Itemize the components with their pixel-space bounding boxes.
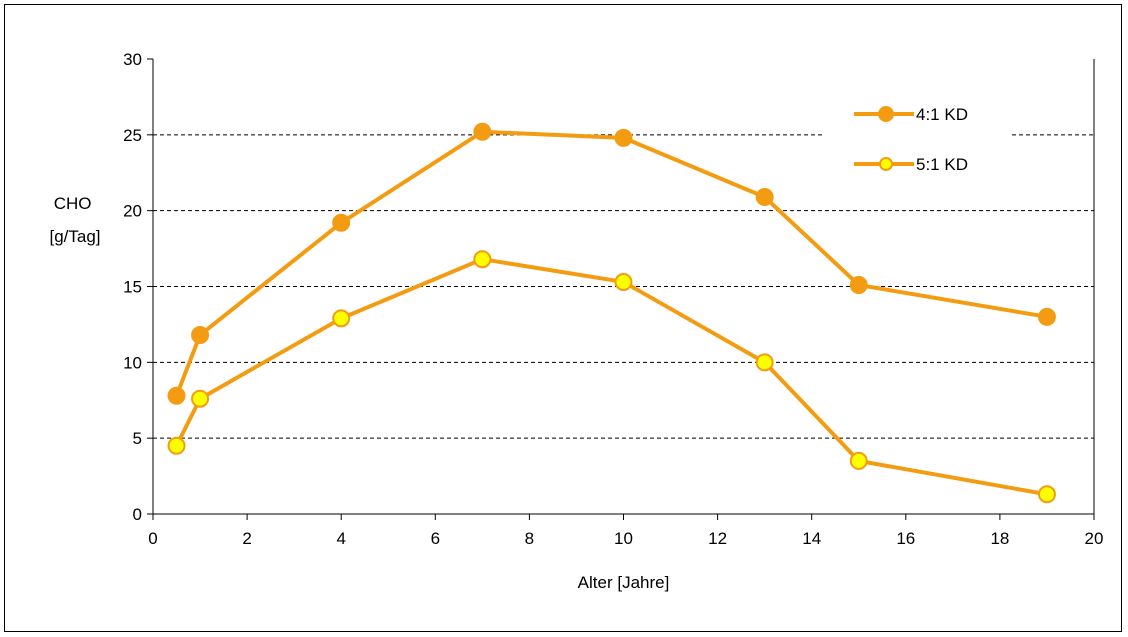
series-1-point-8	[1037, 307, 1056, 326]
legend-label-1: 4:1 KD	[916, 105, 968, 124]
legend: 4:1 KD 5:1 KD	[854, 105, 968, 174]
x-tick-label-18: 18	[990, 529, 1009, 548]
legend-marker-2	[879, 157, 893, 171]
x-tick-label-6: 6	[431, 529, 440, 548]
series-1-point-5	[614, 128, 633, 147]
legend-marker-1	[878, 106, 894, 122]
x-axis-title: Alter [Jahre]	[578, 573, 670, 592]
series-1-point-6	[755, 188, 774, 207]
y-tick-label-20: 20	[123, 202, 142, 221]
x-tick-label-12: 12	[708, 529, 727, 548]
y-tick-label-15: 15	[123, 278, 142, 297]
series-1-point-2	[191, 326, 210, 345]
series-2-point-3	[332, 309, 351, 328]
series-2-point-5	[614, 272, 633, 291]
series-2-point-6	[755, 353, 774, 372]
y-axis-title-line1: CHO	[54, 194, 92, 213]
series-2-point-8	[1037, 485, 1056, 504]
x-tick-label-2: 2	[242, 529, 251, 548]
x-tick-label-0: 0	[148, 529, 157, 548]
y-tick-label-25: 25	[123, 126, 142, 145]
y-tick-labels: 0 5 10 15 20 25 30	[123, 50, 142, 524]
x-tick-labels: 0 2 4 6 8 10 12 14 16 18 20	[148, 529, 1103, 548]
series-1-point-4	[473, 122, 492, 141]
y-tick-label-0: 0	[133, 505, 142, 524]
series-1-point-7	[849, 275, 868, 294]
y-axis-title: CHO [g/Tag]	[49, 194, 100, 246]
x-tick-label-14: 14	[802, 529, 821, 548]
series-2-point-1	[167, 436, 186, 455]
chart-frame	[4, 4, 1122, 632]
x-tick-label-20: 20	[1085, 529, 1104, 548]
series-1-point-1	[167, 386, 186, 405]
series-2-point-7	[849, 451, 868, 470]
series	[167, 122, 1056, 504]
x-tick-label-10: 10	[614, 529, 633, 548]
y-tick-label-30: 30	[123, 50, 142, 69]
y-axis-title-line2: [g/Tag]	[49, 227, 100, 246]
y-tick-label-10: 10	[123, 353, 142, 372]
x-tick-label-16: 16	[896, 529, 915, 548]
series-line-1	[174, 129, 1048, 397]
legend-label-2: 5:1 KD	[916, 155, 968, 174]
series-1-point-3	[332, 213, 351, 232]
x-tick-label-8: 8	[525, 529, 534, 548]
series-line-2	[174, 257, 1048, 497]
x-tick-label-4: 4	[336, 529, 345, 548]
series-2-point-2	[191, 389, 210, 408]
series-2-point-4	[473, 250, 492, 269]
axes	[147, 58, 1095, 520]
y-tick-label-5: 5	[133, 429, 142, 448]
